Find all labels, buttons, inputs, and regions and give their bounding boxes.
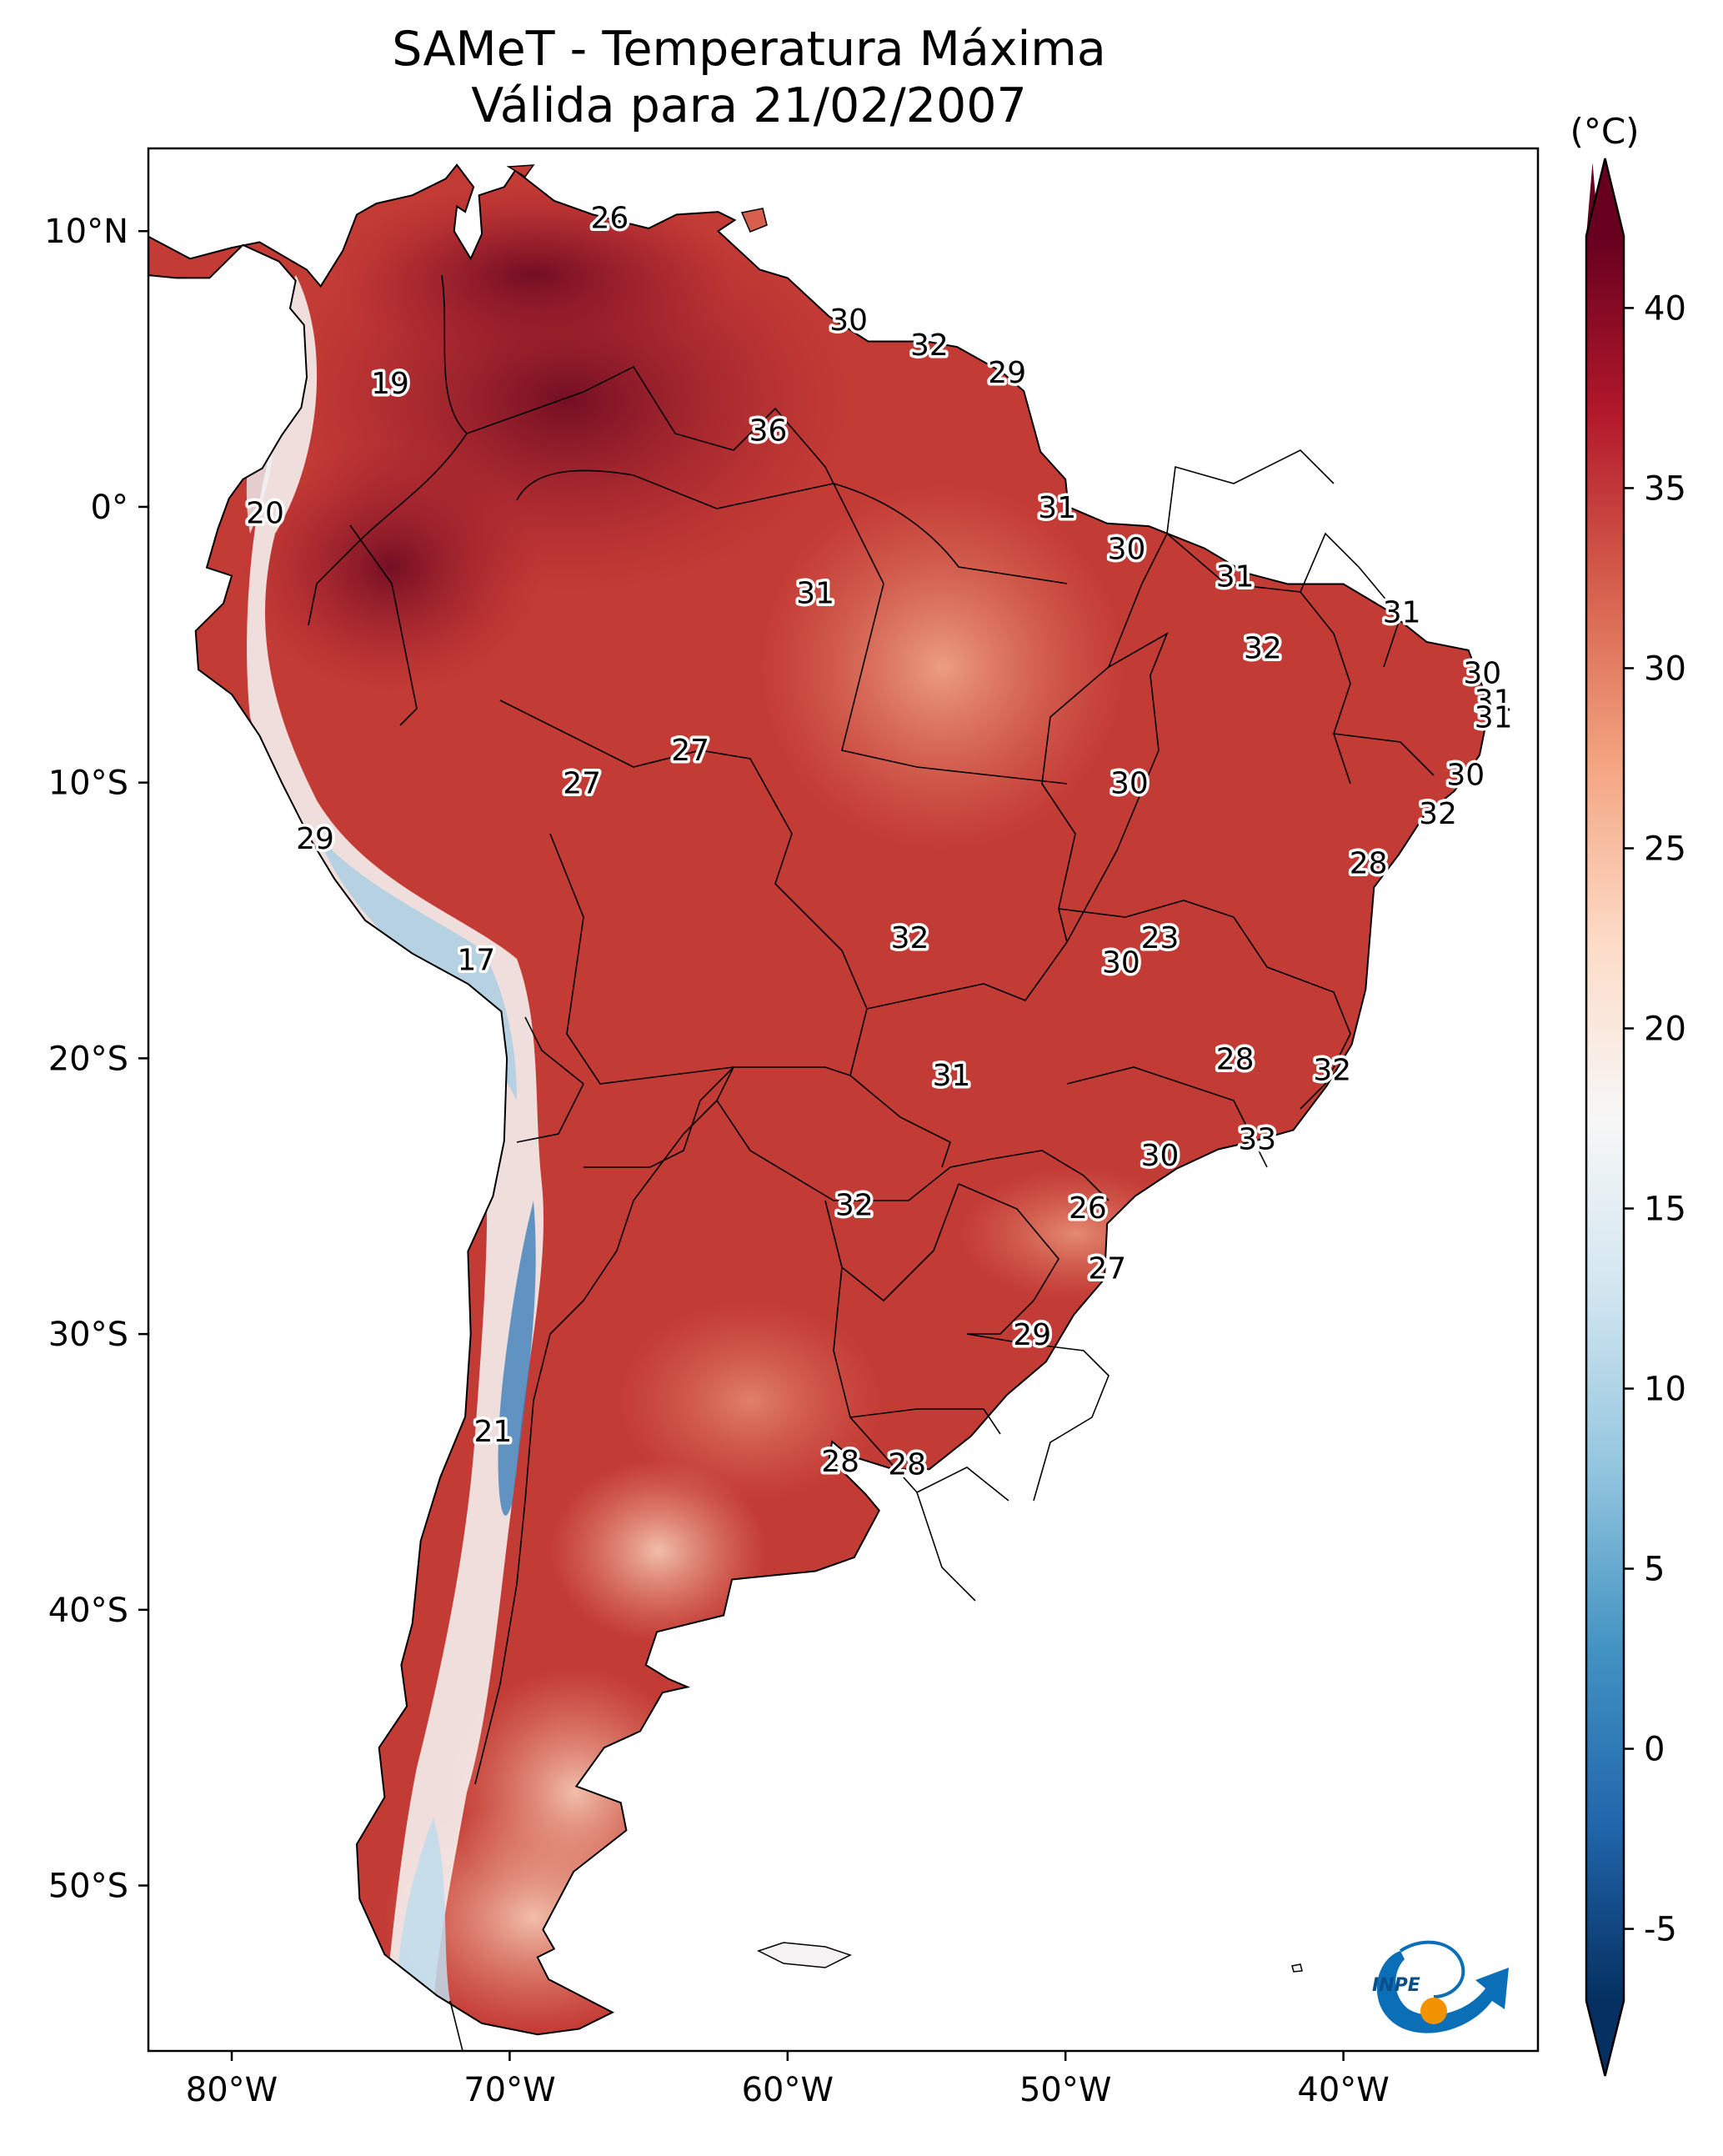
latitude-axis: 10°N 0° 10°S 20°S 30°S 40°S 50°S	[44, 213, 148, 1906]
colorbar-tick-label: 5	[1644, 1551, 1665, 1589]
logo-text: INPE	[1372, 1975, 1420, 1996]
station-temperature-label: 31	[1475, 700, 1513, 735]
station-temperature-label: 30	[1102, 946, 1140, 980]
colorbar-tick-label: 30	[1644, 649, 1686, 688]
longitude-axis: 80°W 70°W 60°W 50°W 40°W	[186, 2051, 1390, 2109]
station-temperature-label: 26	[591, 202, 629, 236]
lat-tick-label: 0°	[91, 489, 128, 527]
islands	[506, 164, 1303, 1973]
station-temperature-label: 31	[1475, 684, 1513, 718]
station-temperature-label: 31	[933, 1059, 971, 1093]
station-temperature-label: 32	[891, 921, 929, 955]
station-temperature-label: 30	[1446, 759, 1485, 793]
colorbar-tick-label: 25	[1644, 830, 1686, 868]
station-temperature-label: 28	[1216, 1042, 1255, 1076]
colorbar-unit-label: (°C)	[1570, 111, 1639, 152]
station-temperature-label: 17	[458, 943, 496, 977]
lat-tick-label: 40°S	[48, 1592, 128, 1630]
station-temperature-label: 27	[563, 767, 601, 801]
map-frame	[147, 147, 1540, 2053]
station-temperature-label: 29	[1013, 1318, 1051, 1352]
lon-tick-label: 70°W	[463, 2071, 555, 2109]
station-temperature-label: 32	[1313, 1054, 1351, 1088]
map-title-line1: SAMeT - Temperatura Máxima	[392, 22, 1106, 77]
station-temperature-label: 30	[829, 303, 868, 338]
colorbar-tick-label: 10	[1644, 1371, 1686, 1409]
station-temperature-label: 28	[1350, 847, 1388, 881]
station-temperature-label: 30	[1108, 533, 1146, 567]
station-temperature-label: 30	[1141, 1139, 1180, 1173]
lon-tick-label: 60°W	[742, 2071, 834, 2109]
map-title-line2: Válida para 21/02/2007	[471, 78, 1027, 133]
station-temperature-label: 30	[1463, 656, 1501, 690]
station-temperature-label: 28	[821, 1445, 859, 1479]
station-temperature-label: 32	[835, 1189, 874, 1223]
inpe-logo: INPE	[1372, 1940, 1509, 2033]
lon-tick-label: 50°W	[1019, 2071, 1111, 2109]
colorbar-tick-label: 35	[1644, 469, 1686, 508]
station-temperature-label: 29	[988, 356, 1026, 390]
lat-tick-label: 30°S	[48, 1316, 128, 1354]
lon-tick-label: 40°W	[1297, 2071, 1389, 2109]
lat-tick-label: 10°S	[48, 765, 128, 803]
station-temperature-label: 27	[1088, 1252, 1126, 1286]
station-temperature-label: 32	[910, 328, 949, 363]
lat-tick-label: 20°S	[48, 1040, 128, 1078]
colorbar: 40 35 30 25 20 15 10 5 0 -5 (°C)	[1570, 111, 1686, 2077]
lon-tick-label: 80°W	[186, 2071, 278, 2109]
lat-tick-label: 50°S	[48, 1868, 128, 1906]
station-temperature-label: 28	[888, 1448, 926, 1482]
country-borders	[308, 274, 1435, 2051]
station-temperature-label: 31	[1038, 491, 1076, 525]
station-temperature-label: 29	[296, 822, 334, 856]
station-labels: 2619202917213032293631313031313230313130…	[243, 198, 1515, 1485]
colorbar-tick-label: -5	[1644, 1911, 1677, 1949]
coastline	[148, 163, 1490, 2036]
map-area	[148, 148, 1538, 2051]
station-temperature-label: 21	[474, 1415, 513, 1449]
station-temperature-label: 30	[1110, 767, 1149, 801]
station-temperature-label: 26	[1069, 1191, 1107, 1226]
lat-tick-label: 10°N	[44, 213, 128, 251]
station-temperature-label: 19	[371, 367, 409, 401]
station-temperature-label: 31	[1216, 560, 1255, 594]
colorbar-ticks: 40 35 30 25 20 15 10 5 0 -5	[1624, 289, 1686, 1949]
station-temperature-label: 32	[1244, 632, 1282, 666]
colorbar-bottom-extend	[1586, 2001, 1624, 2076]
colorbar-tick-label: 0	[1644, 1731, 1665, 1769]
station-temperature-label: 33	[1238, 1122, 1276, 1156]
colorbar-tick-label: 15	[1644, 1191, 1686, 1229]
station-temperature-label: 31	[796, 576, 834, 610]
station-temperature-label: 20	[246, 497, 284, 531]
station-temperature-label: 31	[1383, 596, 1421, 630]
station-temperature-label: 23	[1141, 921, 1180, 955]
colorbar-tick-label: 20	[1644, 1010, 1686, 1048]
colorbar-tick-label: 40	[1644, 289, 1686, 328]
station-temperature-label: 27	[671, 734, 709, 768]
station-temperature-label: 32	[1419, 797, 1457, 831]
station-temperature-label: 36	[749, 414, 788, 448]
